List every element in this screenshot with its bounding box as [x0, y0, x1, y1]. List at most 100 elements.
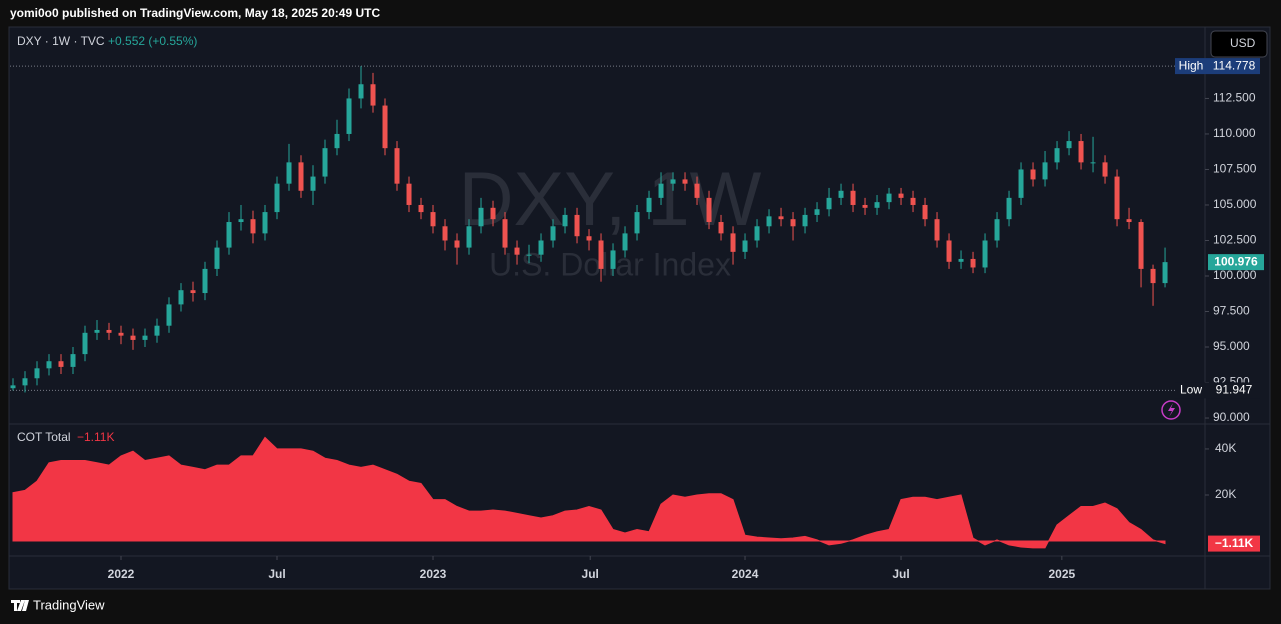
high-marker-value-box — [1208, 58, 1260, 75]
candle-body — [574, 214, 580, 237]
y-tick-label: 105.000 — [1213, 197, 1257, 211]
candle-body — [394, 148, 400, 184]
low-marker-tag — [1175, 382, 1208, 399]
candle-body — [994, 219, 1000, 241]
candle-body — [298, 162, 304, 191]
candle-body — [862, 204, 868, 208]
candle-body — [334, 133, 340, 149]
candle-body — [646, 197, 652, 213]
candle-body — [982, 240, 988, 268]
candle-body — [238, 219, 244, 223]
candle-body — [190, 290, 196, 294]
x-tick-label: Jul — [582, 567, 599, 581]
candle-body — [946, 240, 952, 262]
candle-body — [1114, 176, 1120, 220]
candle-body — [358, 84, 364, 99]
currency-label[interactable]: USD — [1230, 36, 1256, 50]
candle-body — [550, 226, 556, 241]
header: yomi0o0 published on TradingView.com, Ma… — [10, 6, 380, 20]
candle-body — [1162, 262, 1168, 284]
candle-body — [490, 207, 496, 220]
candle-body — [106, 329, 112, 333]
candle-body — [82, 332, 88, 355]
candle-body — [1018, 169, 1024, 198]
last-price-box — [1208, 254, 1264, 271]
candle-body — [658, 183, 664, 198]
candle-body — [166, 304, 172, 326]
candle-body — [466, 226, 472, 248]
alert-icon[interactable] — [1161, 400, 1181, 420]
y-tick-label: 97.500 — [1213, 304, 1250, 318]
candle-body — [538, 240, 544, 255]
cot-last-label: −1.11K — [1215, 536, 1254, 550]
candle-body — [46, 361, 52, 369]
x-tick-label: Jul — [892, 567, 909, 581]
high-marker-value: 114.778 — [1213, 58, 1256, 72]
candle-body — [94, 329, 100, 333]
low-marker-value-box — [1208, 382, 1260, 399]
candle-body — [670, 179, 676, 184]
high-marker-label: High — [1179, 58, 1204, 72]
low-marker-value: 91.947 — [1216, 383, 1253, 397]
candle-body — [142, 335, 148, 340]
candle-body — [850, 190, 856, 205]
y-tick-label: 107.500 — [1213, 162, 1257, 176]
candle-body — [454, 240, 460, 248]
x-tick-label: 2023 — [420, 567, 447, 581]
cot-area — [12, 436, 1166, 549]
candle-body — [910, 197, 916, 205]
candle-body — [514, 247, 520, 255]
candle-body — [58, 361, 64, 367]
last-price-label: 100.976 — [1214, 254, 1258, 268]
y-tick-label: 90.000 — [1213, 410, 1250, 424]
candle-body — [406, 183, 412, 205]
candle-body — [418, 204, 424, 213]
candle-body — [370, 84, 376, 106]
candle-body — [118, 332, 124, 336]
y-tick-label: 20K — [1215, 487, 1236, 501]
candle-body — [718, 222, 724, 234]
candle-body — [442, 226, 448, 241]
candle-body — [1078, 141, 1084, 163]
candle-body — [958, 258, 964, 262]
candle-body — [1054, 148, 1060, 163]
candle-body — [706, 197, 712, 223]
y-tick-label: 102.500 — [1213, 233, 1257, 247]
candle-body — [310, 176, 316, 191]
candle-body — [826, 197, 832, 210]
candle-body — [1150, 268, 1156, 284]
candle-body — [430, 212, 436, 227]
candle-body — [634, 212, 640, 234]
candle-body — [838, 190, 844, 198]
candle-body — [694, 183, 700, 198]
candle-body — [874, 202, 880, 208]
candle-body — [778, 216, 784, 220]
legend-title: DXY · 1W · TVC — [17, 34, 105, 48]
currency-button[interactable] — [1210, 30, 1268, 58]
candle-body — [934, 219, 940, 241]
candle-body — [802, 214, 808, 227]
candle-body — [214, 247, 220, 269]
candle-body — [154, 325, 160, 336]
x-tick-label: 2024 — [732, 567, 759, 581]
candle-body — [202, 268, 208, 294]
candle-body — [898, 193, 904, 198]
candle-body — [610, 250, 616, 269]
alert-icon-bolt — [1168, 403, 1175, 417]
candle-body — [130, 335, 136, 340]
candle-body — [814, 209, 820, 215]
tv-logo — [11, 600, 29, 611]
candle-body — [1066, 141, 1072, 149]
candle-body — [970, 258, 976, 268]
x-tick-label: Jul — [268, 567, 285, 581]
candle-body — [1102, 162, 1108, 177]
low-marker-label: Low — [1180, 383, 1202, 397]
candle-body — [1090, 162, 1096, 164]
y-tick-label: 100.000 — [1213, 268, 1257, 282]
candle-body — [226, 222, 232, 248]
candle-body — [886, 193, 892, 203]
y-tick-label: 40K — [1215, 441, 1236, 455]
candle-body — [742, 240, 748, 252]
